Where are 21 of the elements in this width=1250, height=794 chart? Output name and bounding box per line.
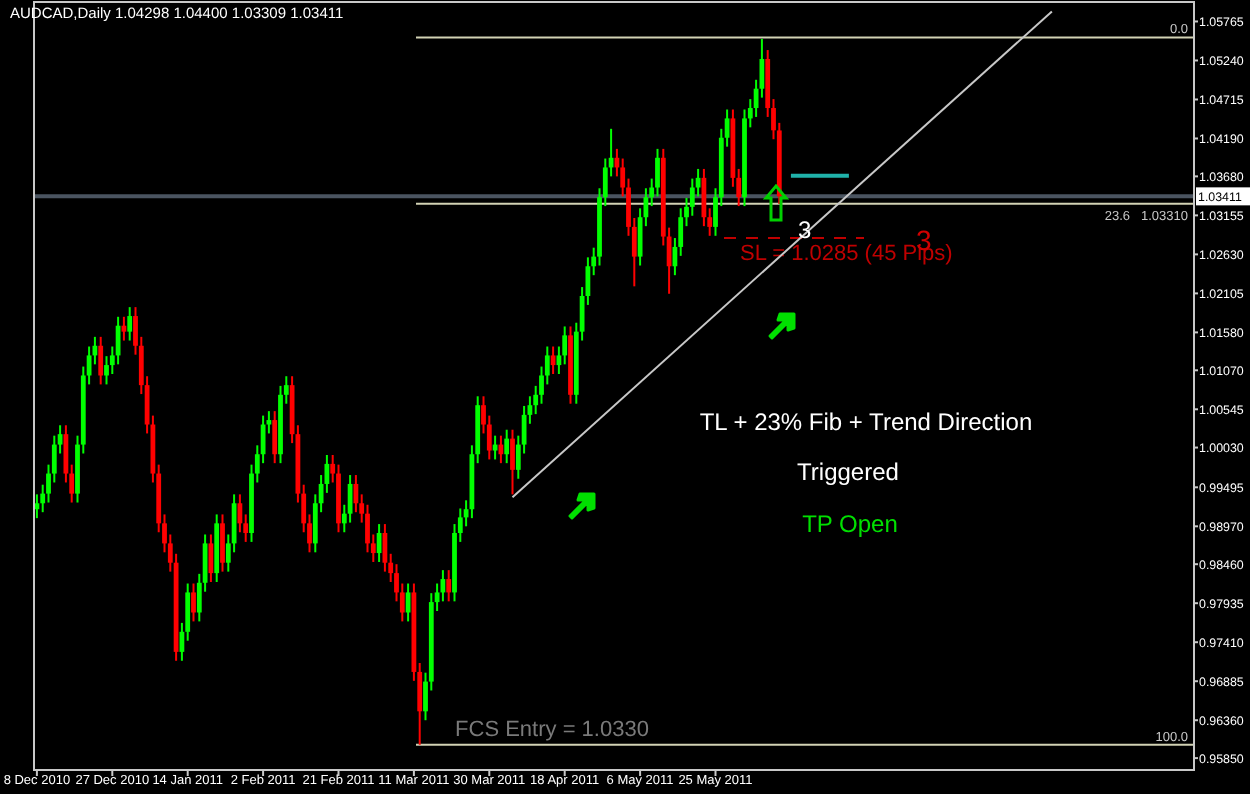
candlestick: [492, 434, 498, 461]
candlestick: [104, 355, 109, 386]
candlestick: [510, 428, 515, 496]
candlestick: [272, 410, 278, 465]
candlestick: [220, 513, 225, 573]
candlestick: [98, 335, 104, 386]
annotation: TP Open: [802, 510, 898, 538]
candlestick: [550, 345, 556, 375]
candlestick: [446, 569, 452, 603]
candlestick: [191, 582, 196, 623]
annotation: TL + 23% Fib + Trend Direction: [699, 408, 1033, 436]
candlestick: [562, 325, 568, 366]
candlestick: [405, 582, 411, 623]
candlestick: [655, 147, 660, 198]
annotation: Triggered: [797, 458, 899, 486]
candlestick: [127, 306, 133, 342]
annotation: FCS Entry = 1.0330: [455, 718, 649, 742]
candlestick: [376, 523, 382, 563]
candlestick: [115, 315, 121, 366]
candlestick: [347, 474, 353, 524]
candlestick: [504, 428, 510, 465]
